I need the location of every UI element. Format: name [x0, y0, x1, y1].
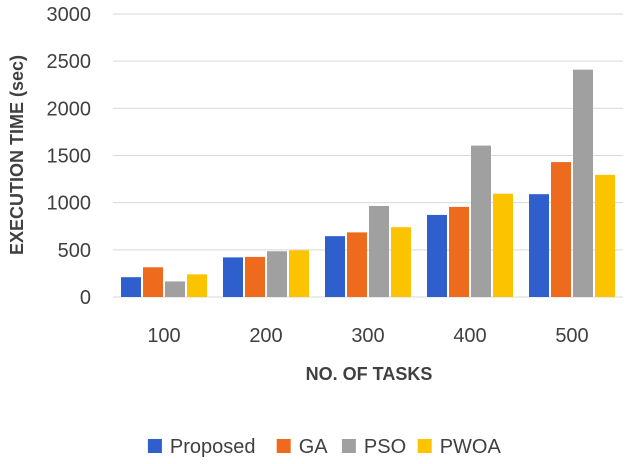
legend-swatch-pwoa — [417, 439, 432, 453]
bar-pso-500 — [573, 69, 593, 297]
legend-label-ga: GA — [299, 436, 329, 458]
y-axis-ticks: 0 500 1000 1500 2000 2500 3000 — [47, 4, 92, 309]
x-axis-ticks: 100 200 300 400 500 — [147, 325, 588, 347]
bar-pwoa-100 — [187, 274, 207, 297]
bar-pwoa-400 — [493, 193, 513, 297]
bar-proposed-400 — [427, 214, 447, 297]
bar-proposed-500 — [529, 194, 549, 297]
legend-label-pso: PSO — [364, 436, 406, 458]
bar-ga-400 — [449, 206, 469, 297]
x-tick-label: 100 — [147, 325, 180, 347]
x-tick-label: 500 — [555, 325, 588, 347]
bar-ga-300 — [347, 232, 367, 297]
bar-pso-200 — [267, 251, 287, 297]
x-tick-label: 300 — [351, 325, 384, 347]
y-axis-title: EXECUTION TIME (sec) — [7, 55, 27, 255]
legend-swatch-pso — [341, 439, 356, 453]
x-tick-label: 200 — [249, 325, 282, 347]
bar-proposed-300 — [325, 236, 345, 297]
bar-pso-300 — [369, 205, 389, 297]
x-axis-title: NO. OF TASKS — [306, 364, 433, 384]
y-tick-label: 1500 — [47, 146, 92, 168]
legend-swatch-ga — [276, 439, 291, 453]
bar-pwoa-300 — [391, 227, 411, 297]
y-tick-label: 2500 — [47, 51, 92, 73]
legend-swatch-proposed — [147, 439, 162, 453]
bar-pso-400 — [471, 145, 491, 297]
legend: Proposed GA PSO PWOA — [147, 436, 502, 458]
y-tick-label: 3000 — [47, 4, 92, 26]
bar-pwoa-500 — [595, 174, 615, 297]
bar-proposed-200 — [223, 257, 243, 297]
legend-label-proposed: Proposed — [170, 436, 256, 458]
x-tick-label: 400 — [453, 325, 486, 347]
bar-ga-200 — [245, 256, 265, 297]
bar-ga-100 — [143, 267, 163, 297]
y-tick-label: 2000 — [47, 98, 92, 120]
gridlines — [113, 13, 623, 298]
bar-proposed-100 — [121, 277, 141, 297]
bar-pwoa-200 — [289, 250, 309, 297]
legend-label-pwoa: PWOA — [440, 436, 502, 458]
y-tick-label: 1000 — [47, 193, 92, 215]
y-tick-label: 500 — [58, 240, 91, 262]
bar-pso-100 — [165, 281, 185, 297]
bar-ga-500 — [551, 162, 571, 297]
bars — [121, 69, 615, 297]
y-tick-label: 0 — [80, 287, 91, 309]
